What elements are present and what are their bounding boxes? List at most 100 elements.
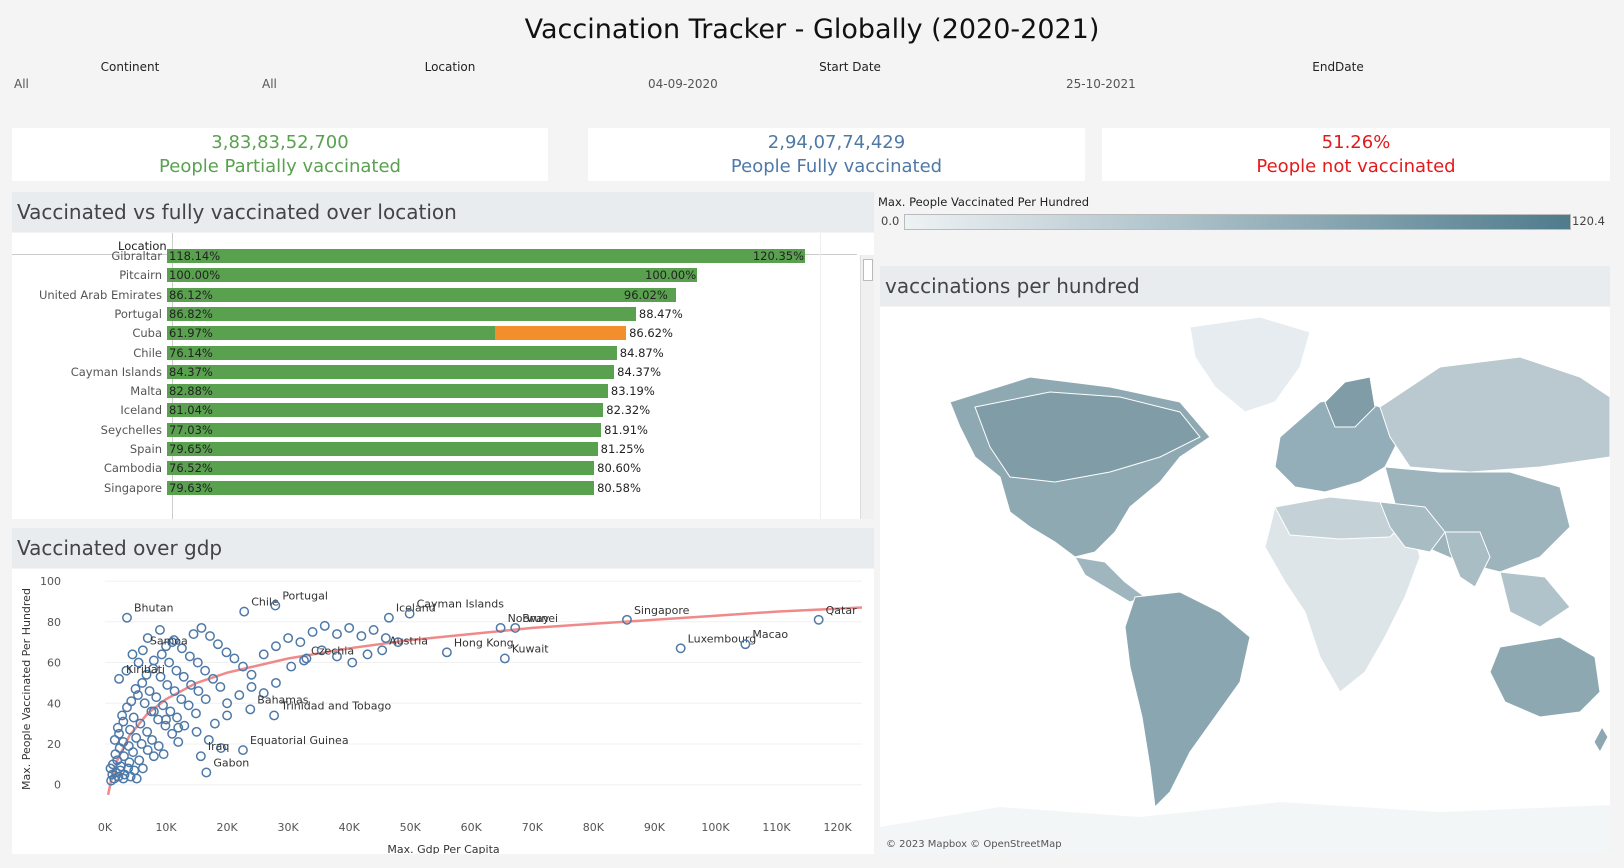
scatter-point <box>131 732 142 743</box>
bar-inner-label: 76.14% <box>169 345 213 360</box>
bar-partially-vaccinated[interactable] <box>167 403 597 418</box>
scrollbar[interactable] <box>860 255 874 519</box>
bar-inner-label: 118.14% <box>169 249 221 263</box>
location-column-header: Location <box>118 239 167 253</box>
antarctica-region <box>880 802 1610 854</box>
start-date-filter-value[interactable]: 04-09-2020 <box>648 77 718 91</box>
bar-partially-vaccinated[interactable] <box>167 480 590 495</box>
scatter-point <box>295 637 306 648</box>
scatter-point <box>234 690 245 701</box>
scatter-point-labeled <box>195 751 206 762</box>
scatter-point <box>122 702 132 713</box>
scatter-point <box>164 657 175 668</box>
australia-region <box>1489 636 1601 718</box>
bar-partially-vaccinated[interactable] <box>167 287 624 302</box>
page-title: Vaccination Tracker - Globally (2020-202… <box>524 14 1100 45</box>
map-panel-title: vaccinations per hundred <box>880 266 1610 306</box>
start-date-filter-label: Start Date <box>819 60 881 74</box>
scatter-point <box>196 622 207 633</box>
bar-partially-vaccinated[interactable] <box>167 422 576 437</box>
point-label: Brunei <box>522 612 558 625</box>
scatter-point <box>148 751 159 762</box>
bar-panel-title: Vaccinated vs fully vaccinated over loca… <box>12 192 874 232</box>
scatter-point-labeled <box>383 612 394 623</box>
scatter-point <box>362 649 373 660</box>
continent-filter-value[interactable]: All <box>14 77 29 91</box>
russia-region <box>1379 356 1610 473</box>
scatter-point <box>307 627 318 637</box>
scrollbar-thumb[interactable] <box>863 259 873 281</box>
scatter-point <box>124 757 135 768</box>
scatter-point <box>133 690 143 701</box>
scatter-point <box>393 637 403 648</box>
point-label: Trinidad and Tobago <box>280 699 391 712</box>
scatter-point-labeled <box>245 704 256 715</box>
scatter-point <box>221 647 232 658</box>
scatter-point <box>347 657 358 668</box>
y-tick-label: 20 <box>47 738 61 751</box>
new-zealand-region <box>1593 725 1609 754</box>
x-tick-label: 60K <box>461 821 483 834</box>
scatter-point <box>158 749 169 760</box>
scatter-point-labeled <box>137 645 148 656</box>
scatter-plot: 0 20 40 60 80 100 0K 10K 20K 30K 40K 50K 60K 70K 80K 90… <box>20 575 863 856</box>
bar-label-portugal: Portugal <box>114 306 162 321</box>
bar-partially-vaccinated[interactable] <box>167 326 496 341</box>
location-filter-value[interactable]: All <box>262 77 277 91</box>
point-label: Samoa <box>150 634 188 647</box>
bar-partially-vaccinated[interactable] <box>167 442 590 456</box>
scatter-point <box>176 643 187 654</box>
bar-partially-vaccinated[interactable] <box>167 345 571 360</box>
scatter-point <box>176 694 187 705</box>
map-area[interactable]: © 2023 Mapbox © OpenStreetMap <box>880 307 1610 854</box>
bar-outer-label: 80.58% <box>597 480 641 495</box>
scatter-point <box>112 722 123 733</box>
x-tick-label: 20K <box>216 821 238 834</box>
bar-outer-label: 84.37% <box>617 364 662 379</box>
scatter-point <box>151 692 162 703</box>
scatter-point-labeled <box>441 647 452 658</box>
kpi-partial-label: People Partially vaccinated <box>159 156 401 177</box>
scatter-point <box>179 720 190 731</box>
bar-partially-vaccinated[interactable] <box>167 384 607 399</box>
scatter-point <box>167 637 178 648</box>
bar-inner-label: 76.52% <box>169 461 213 476</box>
bar-label-chile: Chile <box>133 345 162 360</box>
scatter-point-labeled <box>201 767 212 778</box>
bar-inner-label: 79.63% <box>169 480 213 495</box>
point-label: Bhutan <box>134 602 174 615</box>
end-date-filter-value[interactable]: 25-10-2021 <box>1066 77 1136 91</box>
bar-partially-vaccinated[interactable] <box>167 249 794 263</box>
scatter-point <box>153 741 164 751</box>
x-tick-label: 70K <box>522 821 544 834</box>
bar-partially-vaccinated[interactable] <box>167 268 697 283</box>
bar-outer-label: 100.00% <box>645 268 697 283</box>
scatter-point <box>117 710 128 721</box>
scatter-point <box>193 686 204 696</box>
x-tick-label: 50K <box>400 821 422 834</box>
bar-outer-label: 81.91% <box>604 422 648 437</box>
scatter-point <box>133 657 144 668</box>
bar-partially-vaccinated[interactable] <box>167 364 615 379</box>
bar-label-cuba: Cuba <box>132 326 162 341</box>
scatter-point <box>154 624 165 635</box>
central-america-region <box>1074 556 1147 603</box>
bar-inner-label: 100.00% <box>169 268 221 283</box>
bar-label-iceland: Iceland <box>120 403 162 418</box>
kpi-not-label: People not vaccinated <box>1256 156 1456 177</box>
point-label: Gabon <box>213 756 249 769</box>
scatter-point <box>258 649 269 660</box>
scatter-point <box>128 712 139 723</box>
bar-inner-label: 61.97% <box>169 326 213 341</box>
bar-partially-vaccinated[interactable] <box>167 461 573 476</box>
bar-partially-vaccinated[interactable] <box>167 306 628 321</box>
scatter-point <box>173 736 184 747</box>
scatter-point <box>147 734 157 745</box>
scatter-point <box>316 645 327 656</box>
scatter-point <box>209 718 220 729</box>
scatter-point-labeled <box>510 622 521 633</box>
scatter-point <box>160 720 171 731</box>
scatter-point <box>212 639 223 650</box>
scatter-point <box>169 635 179 646</box>
scatter-point <box>135 718 146 729</box>
